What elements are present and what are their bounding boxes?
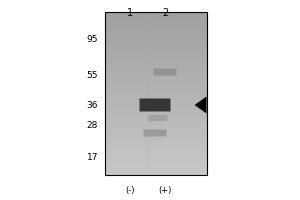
Bar	[105, 107, 207, 110]
Bar	[105, 64, 207, 66]
Text: (-): (-)	[125, 186, 135, 194]
Bar	[105, 15, 207, 17]
Bar	[105, 36, 207, 39]
Bar	[105, 129, 207, 132]
FancyBboxPatch shape	[148, 115, 167, 121]
Bar	[105, 23, 207, 26]
Bar	[105, 164, 207, 167]
Text: 17: 17	[86, 154, 98, 162]
Bar	[105, 12, 207, 175]
Bar	[105, 137, 207, 140]
Bar	[105, 161, 207, 164]
Text: 28: 28	[87, 120, 98, 130]
Bar	[105, 26, 207, 28]
Bar	[105, 104, 207, 107]
Bar	[105, 58, 207, 61]
Bar	[105, 61, 207, 64]
Bar	[105, 132, 207, 134]
Text: 36: 36	[86, 100, 98, 110]
Bar	[105, 72, 207, 74]
Bar	[105, 118, 207, 121]
Bar	[105, 140, 207, 142]
Text: 2: 2	[162, 8, 168, 18]
Bar	[105, 113, 207, 115]
Text: 95: 95	[86, 36, 98, 45]
Bar	[105, 42, 207, 45]
FancyBboxPatch shape	[154, 68, 176, 75]
Polygon shape	[195, 97, 206, 113]
Bar	[105, 34, 207, 36]
FancyBboxPatch shape	[143, 130, 167, 136]
Text: 55: 55	[86, 71, 98, 79]
Bar	[105, 151, 207, 153]
Bar	[105, 12, 207, 15]
Bar	[105, 172, 207, 175]
Bar	[105, 123, 207, 126]
Bar	[105, 159, 207, 161]
Bar	[105, 20, 207, 23]
Bar	[105, 50, 207, 53]
Bar	[105, 121, 207, 123]
Bar	[105, 53, 207, 55]
Bar	[105, 102, 207, 104]
Bar	[105, 110, 207, 113]
Bar	[105, 88, 207, 91]
Text: 1: 1	[127, 8, 133, 18]
Bar	[105, 145, 207, 148]
Bar	[105, 115, 207, 118]
Bar	[105, 80, 207, 83]
Bar	[105, 74, 207, 77]
Bar	[105, 153, 207, 156]
Bar	[105, 77, 207, 80]
Bar	[105, 47, 207, 50]
Bar	[105, 85, 207, 88]
Bar	[105, 66, 207, 69]
FancyBboxPatch shape	[140, 98, 170, 112]
Bar	[105, 94, 207, 96]
Text: (+): (+)	[158, 186, 172, 194]
Bar	[105, 126, 207, 129]
Bar	[105, 170, 207, 172]
Bar	[105, 142, 207, 145]
Bar	[105, 31, 207, 34]
Bar	[105, 28, 207, 31]
Bar	[105, 39, 207, 42]
Bar	[105, 45, 207, 47]
Bar	[105, 83, 207, 85]
Bar	[105, 96, 207, 99]
Bar	[105, 148, 207, 151]
Bar	[105, 99, 207, 102]
Bar	[105, 17, 207, 20]
Bar	[105, 156, 207, 159]
Bar	[105, 167, 207, 170]
Bar	[105, 69, 207, 72]
Bar	[105, 55, 207, 58]
Bar	[105, 91, 207, 94]
Bar	[105, 134, 207, 137]
